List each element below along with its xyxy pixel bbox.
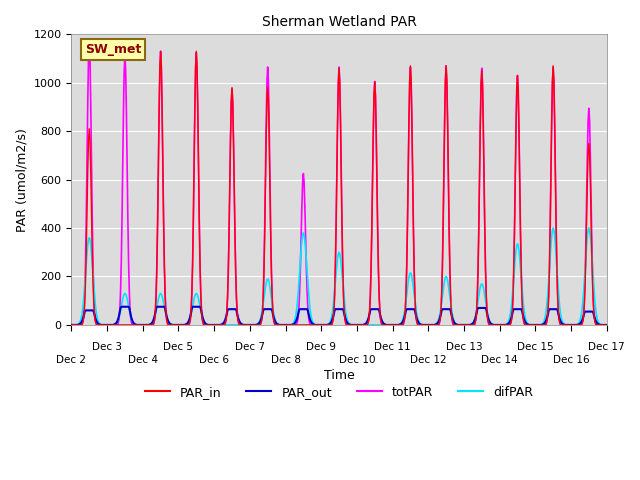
PAR_out [420,322,428,328]
Legend: PAR_in, PAR_out, totPAR, difPAR: PAR_in, PAR_out, totPAR, difPAR [140,381,538,404]
Text: Dec 16: Dec 16 [553,356,589,365]
totPAR [68,322,76,328]
PAR_in [188,308,195,313]
PAR_in [157,48,164,54]
Y-axis label: PAR (umol/m2/s): PAR (umol/m2/s) [15,128,28,231]
Line: PAR_out: PAR_out [72,307,606,325]
Text: Dec 17: Dec 17 [588,342,625,351]
Text: Dec 11: Dec 11 [374,342,411,351]
Line: PAR_in: PAR_in [72,51,606,325]
PAR_out [188,310,195,315]
Text: Dec 10: Dec 10 [339,356,375,365]
difPAR [404,285,412,291]
PAR_out [117,304,125,310]
PAR_out [133,322,141,328]
Line: difPAR: difPAR [72,228,606,325]
Text: Dec 15: Dec 15 [517,342,554,351]
PAR_in [68,322,76,328]
Text: Dec 8: Dec 8 [271,356,301,365]
Text: Dec 5: Dec 5 [163,342,193,351]
Text: Dec 12: Dec 12 [410,356,447,365]
difPAR [549,225,557,231]
Text: Dec 6: Dec 6 [199,356,229,365]
Text: Dec 7: Dec 7 [235,342,265,351]
PAR_out [216,322,223,328]
totPAR [85,39,93,45]
totPAR [188,308,195,313]
Text: SW_met: SW_met [84,43,141,56]
Text: Dec 3: Dec 3 [92,342,122,351]
totPAR [420,322,428,328]
totPAR [133,322,141,328]
difPAR [77,316,85,322]
Text: Dec 13: Dec 13 [445,342,483,351]
PAR_out [602,322,610,328]
Line: totPAR: totPAR [72,42,606,325]
Text: Dec 14: Dec 14 [481,356,518,365]
PAR_in [132,322,140,328]
difPAR [68,322,76,328]
PAR_out [404,306,412,312]
Text: Dec 4: Dec 4 [128,356,158,365]
totPAR [77,322,85,328]
X-axis label: Time: Time [324,370,355,383]
totPAR [404,172,412,178]
PAR_out [68,322,76,328]
totPAR [216,322,223,328]
difPAR [132,322,140,327]
PAR_in [404,171,412,177]
PAR_out [77,320,85,326]
Text: Dec 9: Dec 9 [306,342,336,351]
difPAR [602,322,610,328]
difPAR [419,322,427,328]
Text: Dec 2: Dec 2 [56,356,86,365]
difPAR [215,322,223,328]
PAR_in [77,322,85,328]
totPAR [602,322,610,328]
Title: Sherman Wetland PAR: Sherman Wetland PAR [262,15,417,29]
PAR_in [420,322,428,328]
difPAR [186,314,194,320]
PAR_in [216,322,223,328]
PAR_in [602,322,610,328]
